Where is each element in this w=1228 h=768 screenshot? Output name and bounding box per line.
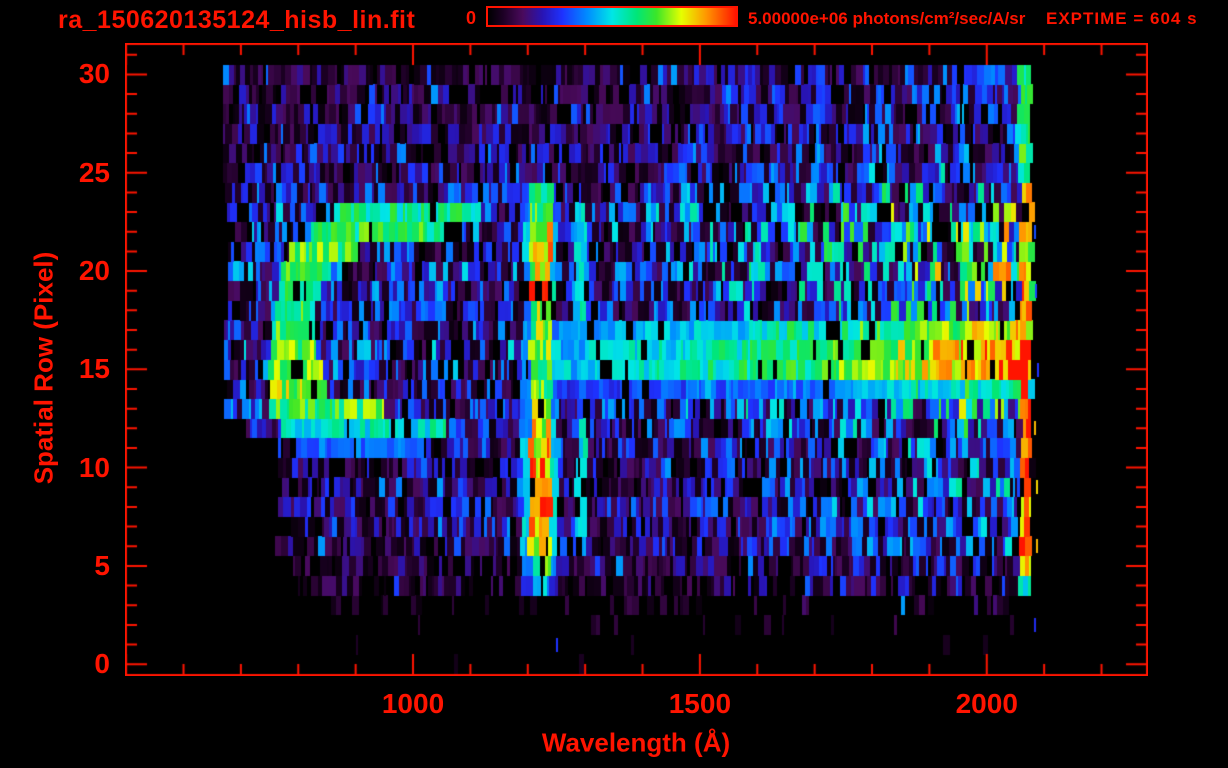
y-tick-label: 15 (78, 353, 110, 385)
y-tick-label: 20 (78, 255, 110, 287)
y-tick-label: 10 (78, 451, 110, 483)
y-tick-label: 5 (94, 549, 110, 581)
x-tick-label: 1000 (381, 688, 445, 719)
plot-title: ra_150620135124_hisb_lin.fit (58, 6, 416, 34)
x-tick-label: 2000 (955, 688, 1018, 719)
x-axis-title: Wavelength (Å) (541, 727, 731, 758)
y-axis-title: Spatial Row (Pixel) (28, 251, 59, 485)
spectral-image-canvas (125, 43, 1148, 676)
y-tick-label: 0 (94, 648, 110, 680)
colorbar-min-label: 0 (465, 8, 476, 28)
colorbar-gradient (486, 6, 738, 27)
y-tick-label: 30 (78, 58, 110, 90)
exptime-label: EXPTIME = 604 s (1046, 9, 1198, 28)
x-tick-label: 1500 (668, 688, 732, 719)
colorbar-max-label: 5.00000e+06 photons/cm²/sec/A/sr (748, 9, 1026, 28)
y-tick-label: 25 (78, 156, 110, 188)
